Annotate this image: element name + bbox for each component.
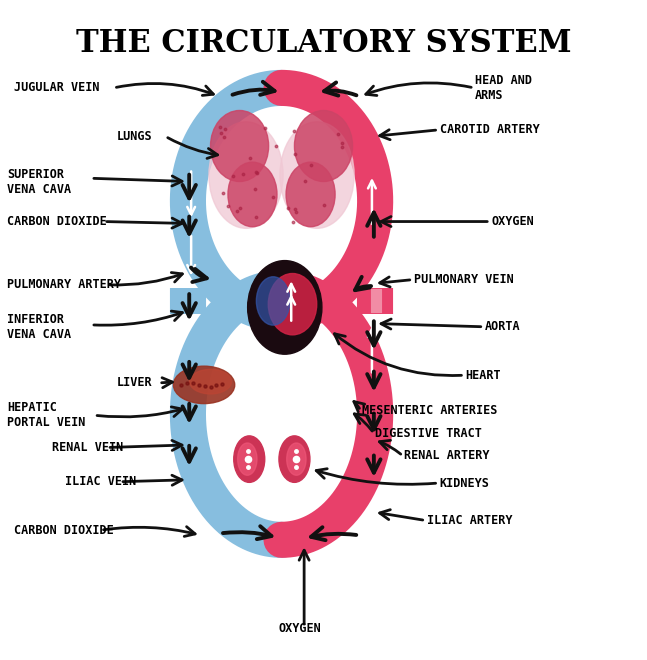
Ellipse shape	[294, 110, 353, 182]
Ellipse shape	[173, 366, 235, 404]
Text: ILIAC VEIN: ILIAC VEIN	[65, 475, 137, 488]
Text: SUPERIOR
VENA CAVA: SUPERIOR VENA CAVA	[7, 168, 71, 195]
Text: INFERIOR
VENA CAVA: INFERIOR VENA CAVA	[7, 313, 71, 341]
Text: AORTA: AORTA	[485, 320, 521, 333]
Text: CAROTID ARTERY: CAROTID ARTERY	[440, 123, 540, 137]
Ellipse shape	[209, 122, 283, 228]
Text: ILIAC ARTERY: ILIAC ARTERY	[427, 514, 512, 527]
Text: JUGULAR VEIN: JUGULAR VEIN	[14, 81, 99, 94]
Ellipse shape	[256, 277, 290, 325]
Ellipse shape	[248, 261, 322, 354]
Text: LIVER: LIVER	[117, 376, 153, 389]
Text: RENAL ARTERY: RENAL ARTERY	[404, 449, 490, 463]
Text: HEART: HEART	[466, 369, 501, 381]
Text: PULMONARY VEIN: PULMONARY VEIN	[414, 273, 514, 286]
Text: CARBON DIOXIDE: CARBON DIOXIDE	[7, 215, 107, 228]
Text: KIDNEYS: KIDNEYS	[440, 477, 490, 490]
Text: HEPATIC
PORTAL VEIN: HEPATIC PORTAL VEIN	[7, 401, 85, 429]
Ellipse shape	[210, 110, 269, 182]
Text: PULMONARY ARTERY: PULMONARY ARTERY	[7, 279, 121, 291]
Text: MESENTERIC ARTERIES: MESENTERIC ARTERIES	[362, 404, 498, 417]
Text: RENAL VEIN: RENAL VEIN	[52, 441, 124, 454]
Ellipse shape	[279, 436, 310, 482]
Text: DIGESTIVE TRACT: DIGESTIVE TRACT	[375, 427, 482, 440]
Ellipse shape	[190, 370, 232, 394]
Ellipse shape	[269, 273, 317, 335]
Text: OXYGEN: OXYGEN	[491, 215, 534, 228]
Text: CARBON DIOXIDE: CARBON DIOXIDE	[14, 523, 113, 537]
Ellipse shape	[280, 122, 354, 228]
Ellipse shape	[237, 443, 257, 475]
Ellipse shape	[287, 443, 306, 475]
Text: OXYGEN: OXYGEN	[278, 622, 321, 635]
Ellipse shape	[286, 162, 335, 226]
Ellipse shape	[234, 436, 265, 482]
Text: LUNGS: LUNGS	[117, 130, 153, 143]
Ellipse shape	[228, 162, 277, 226]
Text: THE CIRCULATORY SYSTEM: THE CIRCULATORY SYSTEM	[76, 28, 571, 59]
Text: HEAD AND
ARMS: HEAD AND ARMS	[475, 74, 532, 102]
